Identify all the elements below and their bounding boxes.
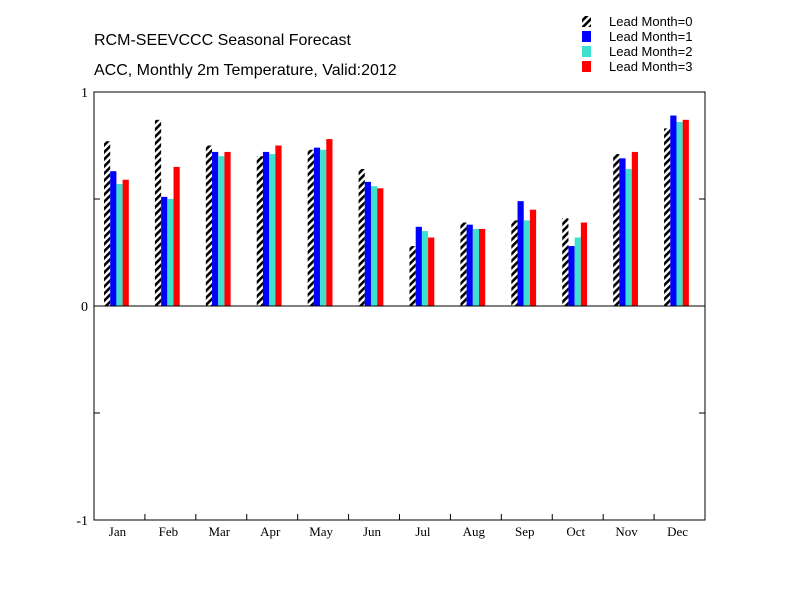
category-labels: Jan Feb Mar Apr May Jun Jul Aug Sep Oct Nov Dec — [109, 524, 688, 539]
category-label: Sep — [515, 524, 535, 539]
bar-feb-lead2 — [167, 199, 174, 306]
bar-jul-lead1 — [415, 226, 422, 306]
bar-jul-lead0 — [409, 246, 416, 306]
bar-may-lead1 — [313, 147, 321, 306]
bar-jul-lead3 — [428, 237, 435, 306]
bar-mar-lead3 — [224, 151, 231, 306]
y-tick-label: 0 — [81, 300, 88, 315]
category-label: Jun — [363, 524, 382, 539]
bar-mar-lead1 — [212, 151, 219, 306]
category-label: Apr — [260, 524, 281, 539]
bars — [104, 115, 689, 307]
bar-aug-lead0 — [460, 222, 467, 306]
bar-oct-lead0 — [562, 218, 569, 306]
bar-apr-lead0 — [256, 156, 263, 306]
chart-subtitle: ACC, Monthly 2m Temperature, Valid:2012 — [94, 62, 397, 79]
legend-label: Lead Month=2 — [609, 44, 692, 59]
legend-swatch — [582, 16, 591, 27]
bar-oct-lead1 — [568, 246, 575, 306]
bar-may-lead3 — [326, 139, 333, 306]
bar-sep-lead1 — [517, 201, 524, 306]
bar-jan-lead0 — [104, 141, 111, 306]
bar-dec-lead2 — [676, 121, 683, 307]
legend-label: Lead Month=0 — [609, 14, 692, 29]
y-tick-label: -1 — [76, 514, 88, 529]
bar-jun-lead3 — [377, 188, 384, 306]
legend-swatch — [582, 61, 591, 72]
bar-oct-lead2 — [574, 237, 581, 306]
category-label: May — [309, 524, 333, 539]
bar-oct-lead3 — [580, 222, 588, 306]
bar-jan-lead3 — [122, 179, 129, 306]
bar-jan-lead1 — [110, 171, 117, 306]
axes — [93, 91, 706, 521]
bar-aug-lead3 — [479, 228, 486, 306]
bar-aug-lead1 — [466, 224, 473, 306]
chart-title: RCM-SEEVCCC Seasonal Forecast — [94, 32, 352, 49]
legend-label: Lead Month=1 — [609, 29, 692, 44]
bar-feb-lead1 — [161, 196, 168, 306]
bar-sep-lead3 — [529, 209, 537, 306]
category-label: Mar — [208, 524, 230, 539]
tick-labels: 1 0 -1 — [76, 86, 88, 529]
bar-jan-lead2 — [116, 184, 123, 306]
legend-swatch — [582, 31, 591, 42]
bar-mar-lead2 — [218, 156, 225, 306]
bar-dec-lead0 — [664, 128, 671, 306]
legend-swatch — [582, 46, 591, 57]
category-label: Jul — [415, 524, 431, 539]
bar-nov-lead0 — [613, 154, 620, 306]
bar-aug-lead2 — [472, 228, 480, 306]
category-label: Aug — [463, 524, 486, 539]
bar-nov-lead3 — [631, 151, 638, 306]
category-label: Feb — [159, 524, 179, 539]
bar-sep-lead2 — [523, 220, 530, 306]
category-label: Nov — [615, 524, 638, 539]
bar-apr-lead1 — [262, 151, 270, 306]
bar-jun-lead2 — [370, 186, 378, 306]
bar-apr-lead2 — [269, 154, 276, 306]
bar-jul-lead2 — [421, 231, 429, 306]
bar-dec-lead1 — [670, 115, 677, 306]
bar-may-lead2 — [320, 149, 327, 306]
bar-feb-lead0 — [154, 119, 162, 306]
bar-feb-lead3 — [173, 166, 180, 306]
y-tick-label: 1 — [81, 86, 88, 101]
bar-dec-lead3 — [682, 119, 689, 306]
category-label: Jan — [109, 524, 127, 539]
legend-label: Lead Month=3 — [609, 59, 692, 74]
category-label: Dec — [667, 524, 688, 539]
bar-nov-lead1 — [619, 158, 626, 306]
category-label: Oct — [566, 524, 585, 539]
bar-mar-lead0 — [205, 145, 213, 306]
bar-jun-lead1 — [364, 181, 371, 306]
bar-jun-lead0 — [358, 169, 365, 306]
bar-apr-lead3 — [275, 145, 282, 306]
bar-nov-lead2 — [625, 169, 632, 306]
bar-may-lead0 — [307, 149, 314, 306]
bar-sep-lead0 — [511, 220, 518, 306]
